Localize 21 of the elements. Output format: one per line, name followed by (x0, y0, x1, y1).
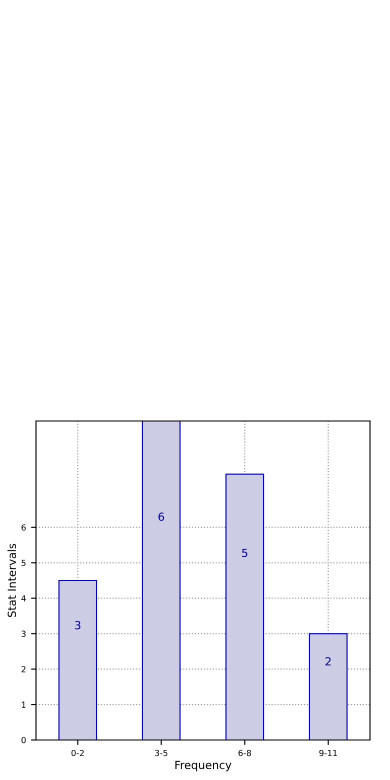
annotation: 3 (75, 620, 80, 630)
y-axis-title: Stat Intervals (7, 544, 16, 617)
x-axis-title: Frequency (175, 760, 232, 772)
y-tick-label: 4 (21, 595, 26, 602)
annotation: 6 (158, 512, 164, 521)
y-tick-label: 3 (22, 630, 26, 637)
bar (225, 474, 264, 740)
x-tick-label: 3-5 (155, 750, 168, 756)
x-tick-label: 0-2 (71, 750, 84, 756)
y-tick-label: 5 (22, 560, 26, 566)
bar (308, 633, 348, 740)
y-tick-label: 2 (22, 666, 26, 672)
bar (142, 421, 181, 740)
y-tick-label: 0 (22, 736, 26, 744)
x-tick-label: 6-8 (238, 750, 251, 756)
annotation: 2 (326, 657, 331, 666)
x-tick-label: 9-11 (319, 750, 337, 756)
annotation: 5 (242, 548, 248, 558)
y-tick-label: 1 (22, 702, 26, 708)
y-tick-label: 6 (22, 524, 26, 531)
bar (58, 580, 98, 740)
